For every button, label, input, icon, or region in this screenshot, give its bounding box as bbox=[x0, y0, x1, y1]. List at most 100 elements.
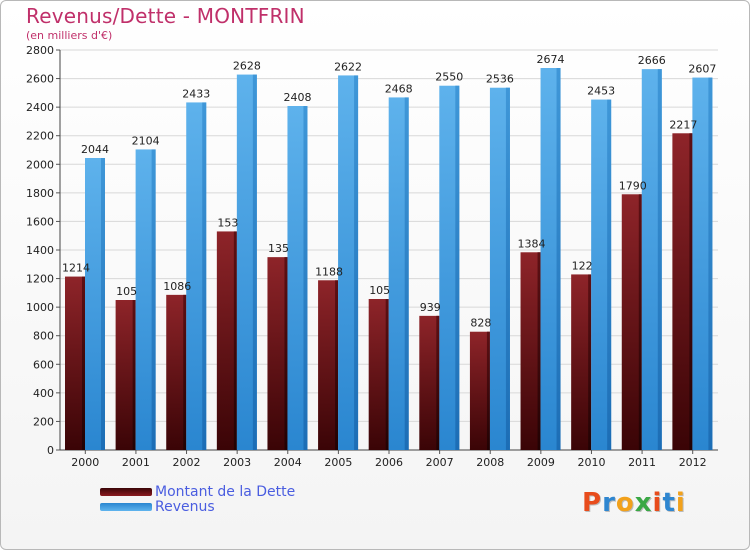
x-tick-label: 2000 bbox=[71, 456, 99, 469]
bar-revenus-shade bbox=[202, 102, 207, 450]
bar-dette bbox=[469, 331, 490, 450]
bar-dette-shade bbox=[385, 299, 389, 450]
bar-dette bbox=[115, 300, 136, 450]
y-tick-label: 2600 bbox=[26, 73, 54, 86]
data-label-revenus: 2628 bbox=[233, 60, 261, 73]
bar-dette bbox=[368, 299, 389, 450]
data-label-revenus: 2433 bbox=[182, 87, 210, 100]
logo-letter: x bbox=[634, 488, 653, 518]
bar-dette-shade bbox=[284, 257, 288, 450]
bar-dette-shade bbox=[233, 231, 237, 450]
bar-revenus bbox=[591, 99, 612, 451]
bar-revenus bbox=[186, 102, 207, 450]
proxiti-logo: Proxiti bbox=[582, 488, 686, 518]
bar-revenus-shade bbox=[657, 69, 662, 451]
bar-dette-shade bbox=[132, 300, 136, 450]
bar-dette bbox=[520, 252, 541, 450]
x-tick-label: 2002 bbox=[173, 456, 201, 469]
y-tick-label: 200 bbox=[33, 415, 54, 428]
logo-letter: r bbox=[602, 488, 616, 518]
data-label-dette: 153 bbox=[217, 216, 238, 229]
bar-revenus bbox=[338, 75, 359, 450]
bar-dette bbox=[65, 276, 85, 450]
bar-revenus-shade bbox=[556, 68, 561, 450]
bar-dette-shade bbox=[82, 276, 85, 450]
bar-revenus bbox=[692, 77, 713, 451]
chart-title: Revenus/Dette - MONTFRIN bbox=[26, 4, 305, 28]
bar-dette bbox=[571, 274, 592, 450]
data-label-dette: 1086 bbox=[163, 280, 191, 293]
bar-dette-shade bbox=[588, 274, 592, 450]
data-label-revenus: 2550 bbox=[435, 71, 463, 84]
data-label-revenus: 2044 bbox=[81, 143, 109, 156]
bar-revenus-shade bbox=[404, 97, 409, 450]
data-label-revenus: 2666 bbox=[638, 54, 666, 67]
bar-revenus-shade bbox=[505, 87, 510, 450]
bar-revenus bbox=[388, 97, 409, 450]
legend: Montant de la Dette Revenus bbox=[100, 484, 295, 515]
bar-dette-shade bbox=[436, 315, 440, 450]
bar-dette-shade bbox=[183, 294, 187, 450]
y-tick-label: 1000 bbox=[26, 301, 54, 314]
bar-revenus-shade bbox=[354, 75, 359, 450]
y-tick-label: 400 bbox=[33, 387, 54, 400]
bar-revenus-shade bbox=[101, 158, 105, 450]
bar-revenus-shade bbox=[252, 74, 257, 451]
x-tick-label: 2008 bbox=[476, 456, 504, 469]
data-label-dette: 135 bbox=[268, 242, 289, 255]
bar-revenus bbox=[287, 106, 308, 450]
bar-revenus bbox=[135, 149, 156, 450]
bar-revenus-shade bbox=[303, 106, 308, 450]
legend-swatch-revenus bbox=[100, 502, 152, 511]
data-label-revenus: 2674 bbox=[537, 53, 565, 66]
bar-dette-shade bbox=[335, 280, 339, 450]
chart-subtitle: (en milliers d'€) bbox=[26, 29, 113, 42]
data-label-revenus: 2536 bbox=[486, 73, 514, 86]
data-label-dette: 1790 bbox=[619, 179, 647, 192]
bar-dette-shade bbox=[537, 252, 541, 450]
bar-dette bbox=[166, 294, 187, 450]
data-label-dette: 828 bbox=[470, 317, 491, 330]
data-label-revenus: 2607 bbox=[688, 63, 716, 76]
logo-letter: t bbox=[662, 488, 676, 518]
bar-dette bbox=[419, 315, 440, 450]
bar-dette bbox=[621, 194, 642, 450]
y-tick-label: 2200 bbox=[26, 130, 54, 143]
legend-label-revenus: Revenus bbox=[155, 498, 215, 515]
x-tick-label: 2010 bbox=[577, 456, 605, 469]
bar-revenus-shade bbox=[151, 149, 156, 450]
bar-revenus bbox=[489, 87, 510, 450]
data-label-dette: 2217 bbox=[669, 118, 697, 131]
data-label-dette: 105 bbox=[116, 285, 137, 298]
data-label-dette: 105 bbox=[369, 284, 390, 297]
bar-dette bbox=[216, 231, 237, 450]
bar-revenus bbox=[540, 68, 561, 450]
bar-revenus bbox=[439, 85, 460, 450]
bar-dette bbox=[318, 280, 339, 450]
legend-item-revenus: Revenus bbox=[100, 498, 295, 515]
bar-dette bbox=[267, 257, 288, 450]
x-tick-label: 2011 bbox=[628, 456, 656, 469]
x-tick-label: 2004 bbox=[274, 456, 302, 469]
data-label-dette: 1188 bbox=[315, 265, 343, 278]
x-tick-label: 2012 bbox=[679, 456, 707, 469]
y-tick-label: 1400 bbox=[26, 244, 54, 257]
logo-letter: P bbox=[582, 488, 603, 518]
x-tick-label: 2003 bbox=[223, 456, 251, 469]
data-label-dette: 122 bbox=[572, 259, 593, 272]
data-label-revenus: 2453 bbox=[587, 85, 615, 98]
y-tick-label: 1600 bbox=[26, 215, 54, 228]
data-label-revenus: 2468 bbox=[385, 82, 413, 95]
bar-dette-shade bbox=[638, 194, 642, 450]
x-tick-label: 2006 bbox=[375, 456, 403, 469]
bar-revenus bbox=[236, 74, 257, 451]
y-tick-label: 1200 bbox=[26, 273, 54, 286]
x-tick-label: 2009 bbox=[527, 456, 555, 469]
logo-letter: i bbox=[675, 488, 686, 518]
y-tick-label: 2400 bbox=[26, 101, 54, 114]
x-tick-label: 2005 bbox=[324, 456, 352, 469]
y-tick-label: 800 bbox=[33, 330, 54, 343]
legend-swatch-dette bbox=[100, 487, 152, 496]
data-label-dette: 1214 bbox=[62, 262, 90, 275]
